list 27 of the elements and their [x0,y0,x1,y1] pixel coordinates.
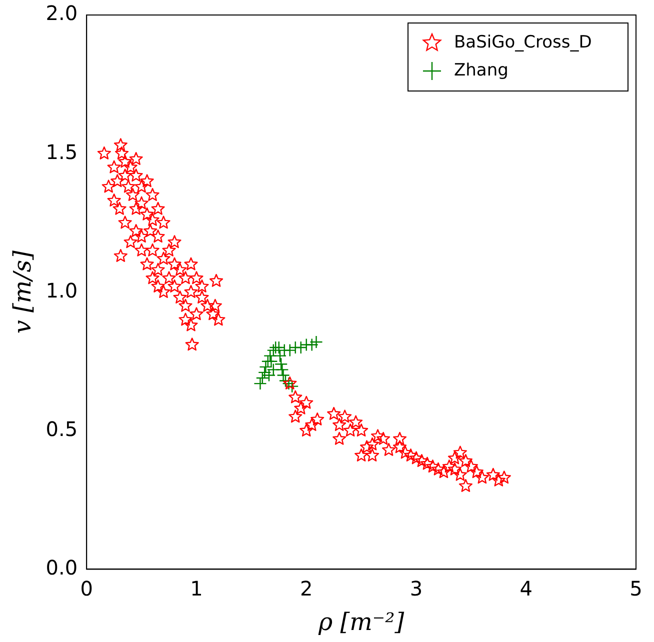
y-tick-label: 0.0 [46,555,78,580]
y-tick-label: 2.0 [46,1,78,26]
x-tick-label: 4 [520,576,532,600]
point [264,354,278,368]
point [254,376,267,390]
y-tick-label: 1.5 [46,140,78,164]
point [310,335,323,349]
legend-label: BaSiGo_Cross_D [454,32,592,52]
point [294,340,308,354]
point [256,371,270,385]
x-tick-label: 1 [190,576,203,600]
point [262,368,276,382]
x-tick-label: 3 [410,576,423,600]
x-axis-title: ρ [m⁻²] [318,608,405,636]
point [283,344,296,357]
y-tick-label: 1.0 [46,278,78,302]
point [272,340,286,354]
y-axis-title: v [m/s] [8,250,37,334]
point [259,360,272,374]
point [258,366,272,380]
x-tick-label: 2 [300,576,313,600]
y-tick-label: 0.5 [46,416,78,441]
x-tick-label: 5 [630,576,642,600]
legend-label: Zhang [454,60,508,80]
x-tick-label: 0 [80,576,93,600]
point [274,358,288,371]
point [305,338,318,352]
